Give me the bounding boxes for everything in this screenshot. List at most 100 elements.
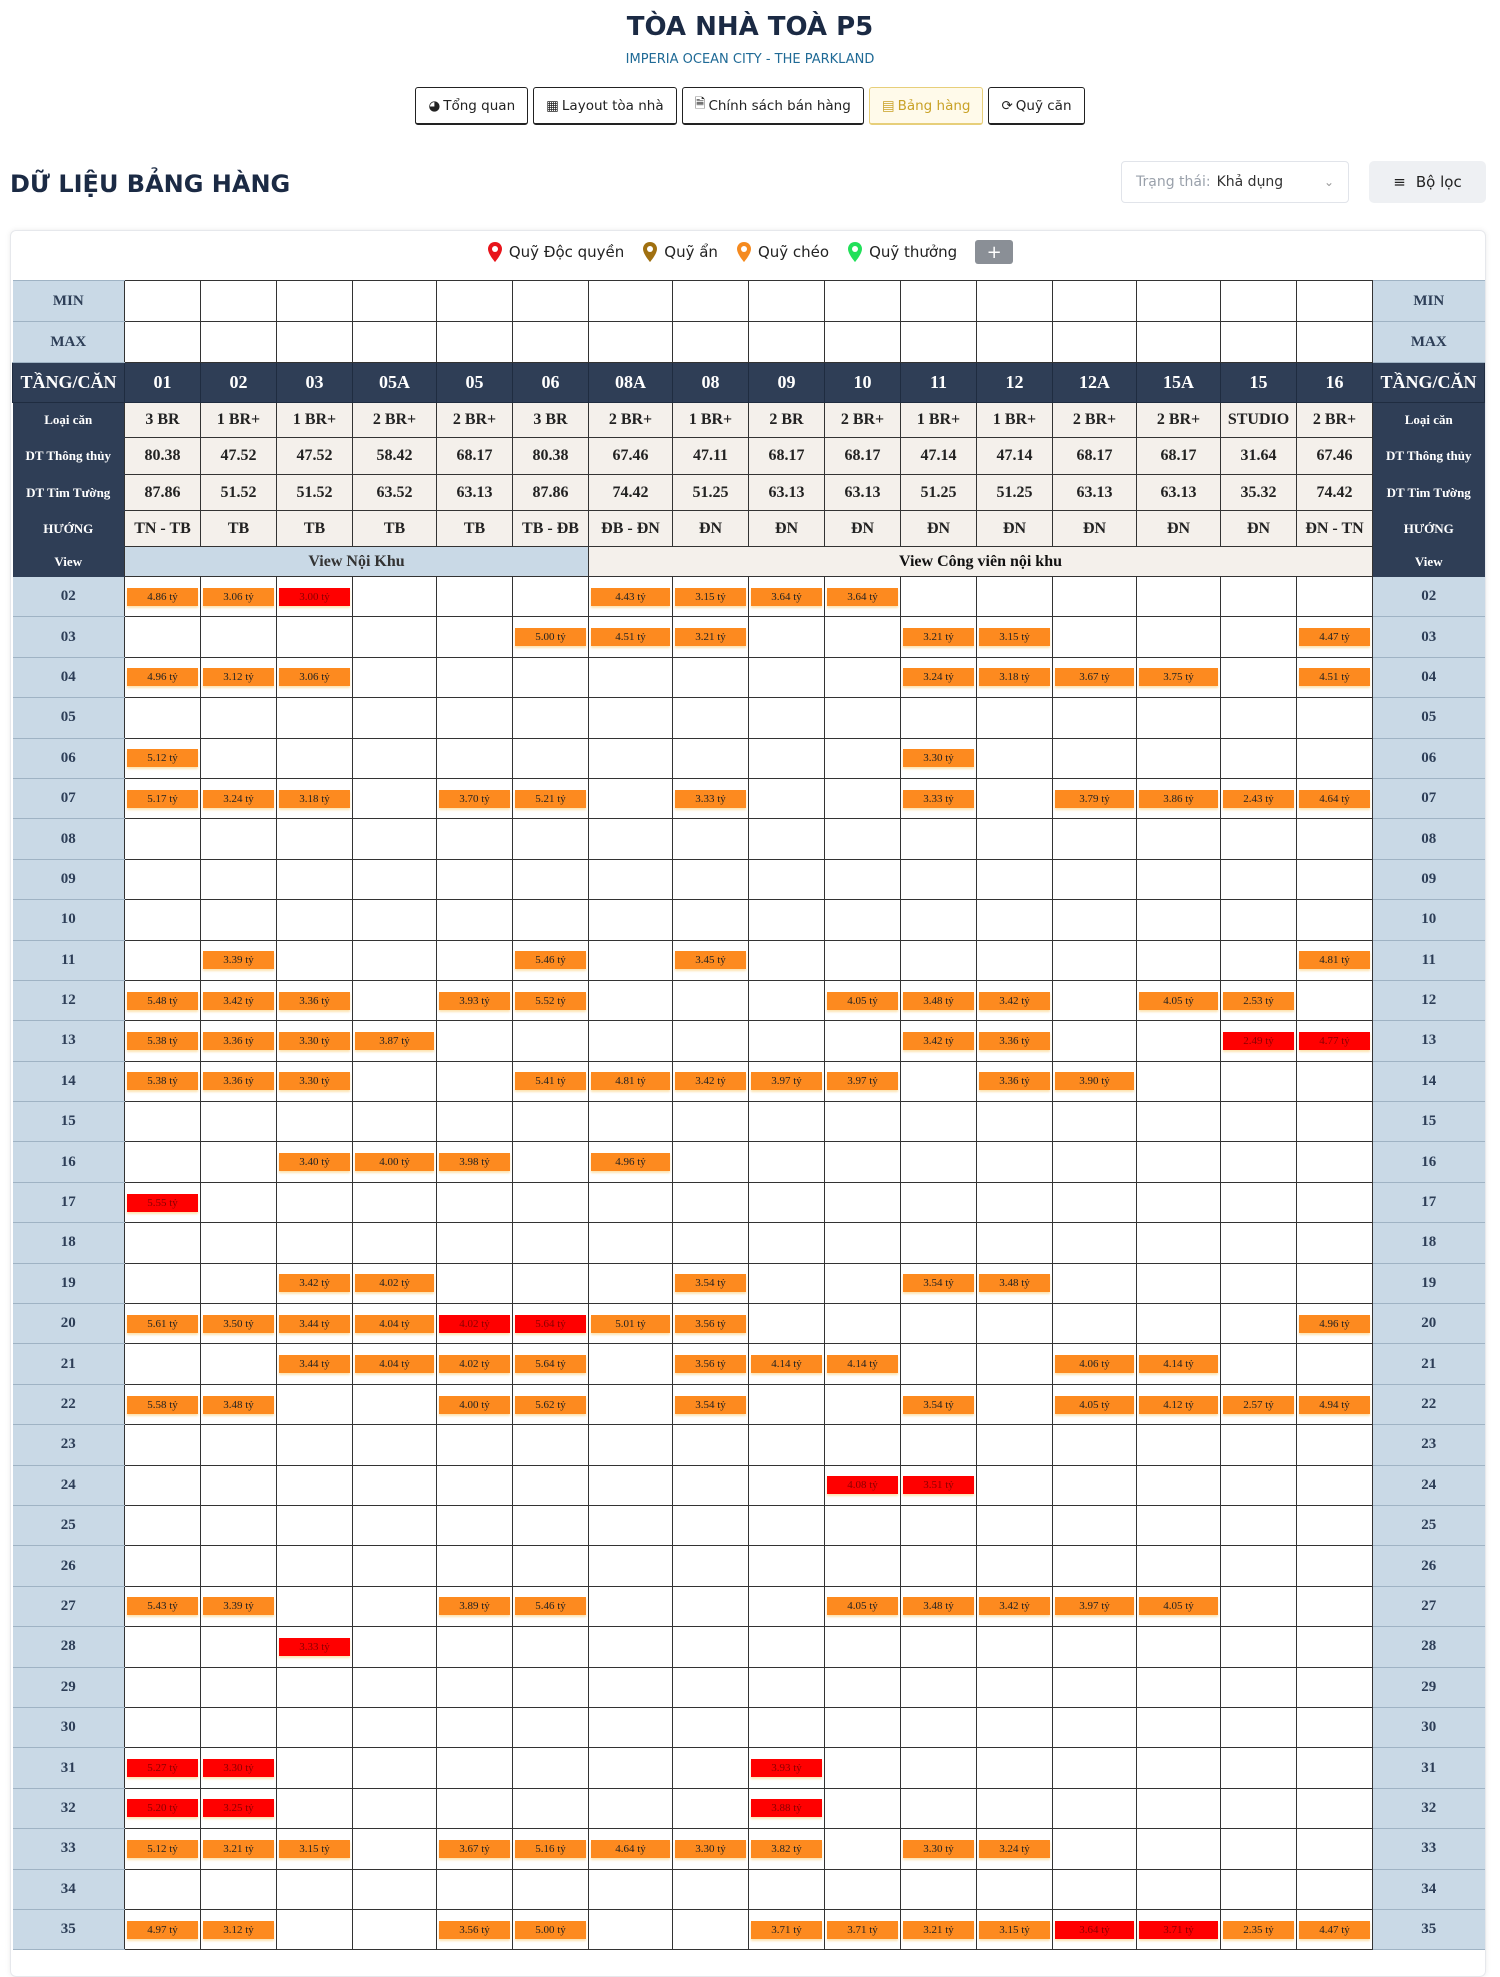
filter-cell[interactable]: [976, 321, 1053, 363]
price-badge[interactable]: 3.42 tỷ: [903, 1031, 974, 1050]
price-badge[interactable]: 3.00 tỷ: [279, 587, 350, 606]
unit-cell[interactable]: 3.40 tỷ: [276, 1141, 353, 1183]
price-badge[interactable]: 3.71 tỷ: [751, 1920, 822, 1939]
price-badge[interactable]: 5.01 tỷ: [591, 1314, 670, 1333]
unit-cell[interactable]: 3.71 tỷ: [748, 1908, 825, 1951]
price-badge[interactable]: 3.70 tỷ: [439, 789, 510, 808]
unit-cell[interactable]: 3.42 tỷ: [200, 979, 277, 1022]
unit-cell[interactable]: 4.04 tỷ: [352, 1303, 437, 1345]
filter-cell[interactable]: [900, 321, 977, 363]
filter-cell[interactable]: [200, 280, 277, 322]
unit-cell[interactable]: 5.62 tỷ: [512, 1383, 589, 1426]
unit-cell[interactable]: 3.44 tỷ: [276, 1303, 353, 1345]
unit-cell[interactable]: 4.02 tỷ: [352, 1262, 437, 1305]
price-badge[interactable]: 5.00 tỷ: [515, 628, 586, 647]
tab-1[interactable]: ▦ Layout tòa nhà: [533, 87, 677, 125]
unit-cell[interactable]: 4.77 tỷ: [1296, 1020, 1373, 1062]
unit-cell[interactable]: 5.64 tỷ: [512, 1343, 589, 1385]
price-badge[interactable]: 3.56 tỷ: [439, 1920, 510, 1939]
price-badge[interactable]: 4.94 tỷ: [1299, 1395, 1370, 1414]
price-badge[interactable]: 3.79 tỷ: [1055, 789, 1134, 808]
price-badge[interactable]: 3.44 tỷ: [279, 1355, 350, 1374]
price-badge[interactable]: 3.40 tỷ: [279, 1153, 350, 1172]
price-badge[interactable]: 4.51 tỷ: [1299, 668, 1370, 687]
unit-cell[interactable]: 3.75 tỷ: [1136, 656, 1221, 699]
unit-cell[interactable]: 4.12 tỷ: [1136, 1383, 1221, 1426]
unit-cell[interactable]: 4.06 tỷ: [1052, 1343, 1137, 1385]
filter-cell[interactable]: [976, 280, 1053, 322]
price-badge[interactable]: 5.52 tỷ: [515, 991, 586, 1010]
price-badge[interactable]: 3.06 tỷ: [279, 668, 350, 687]
tab-3[interactable]: ▤ Bảng hàng: [868, 87, 984, 125]
price-badge[interactable]: 2.57 tỷ: [1223, 1395, 1294, 1414]
unit-cell[interactable]: 5.27 tỷ: [124, 1747, 201, 1789]
price-badge[interactable]: 3.18 tỷ: [279, 789, 350, 808]
price-badge[interactable]: 5.17 tỷ: [127, 789, 198, 808]
price-badge[interactable]: 3.56 tỷ: [675, 1314, 746, 1333]
unit-cell[interactable]: 3.54 tỷ: [672, 1262, 749, 1305]
unit-cell[interactable]: 3.50 tỷ: [200, 1303, 277, 1345]
unit-cell[interactable]: 3.21 tỷ: [672, 616, 749, 658]
price-badge[interactable]: 3.64 tỷ: [751, 587, 822, 606]
filter-cell[interactable]: [1220, 321, 1297, 363]
filter-cell[interactable]: [124, 321, 201, 363]
price-badge[interactable]: 3.42 tỷ: [979, 1597, 1050, 1616]
unit-cell[interactable]: 3.67 tỷ: [436, 1828, 513, 1870]
unit-cell[interactable]: 3.97 tỷ: [1052, 1585, 1137, 1628]
unit-cell[interactable]: 5.17 tỷ: [124, 777, 201, 820]
price-badge[interactable]: 3.48 tỷ: [903, 991, 974, 1010]
price-badge[interactable]: 3.48 tỷ: [903, 1597, 974, 1616]
unit-cell[interactable]: 3.15 tỷ: [976, 1908, 1053, 1951]
price-badge[interactable]: 4.64 tỷ: [591, 1839, 670, 1858]
price-badge[interactable]: 5.27 tỷ: [127, 1759, 198, 1778]
unit-cell[interactable]: 3.56 tỷ: [436, 1908, 513, 1951]
price-badge[interactable]: 3.87 tỷ: [355, 1031, 434, 1050]
filter-cell[interactable]: [1052, 321, 1137, 363]
price-badge[interactable]: 4.43 tỷ: [591, 587, 670, 606]
price-badge[interactable]: 4.81 tỷ: [591, 1072, 670, 1091]
price-badge[interactable]: 4.05 tỷ: [1139, 1597, 1218, 1616]
filter-cell[interactable]: [276, 321, 353, 363]
add-legend-button[interactable]: +: [975, 240, 1014, 264]
unit-cell[interactable]: 5.38 tỷ: [124, 1060, 201, 1103]
price-badge[interactable]: 3.64 tỷ: [1055, 1920, 1134, 1939]
price-badge[interactable]: 5.20 tỷ: [127, 1799, 198, 1818]
price-badge[interactable]: 3.42 tỷ: [279, 1274, 350, 1293]
unit-cell[interactable]: 3.88 tỷ: [748, 1787, 825, 1830]
price-badge[interactable]: 3.48 tỷ: [979, 1274, 1050, 1293]
filter-cell[interactable]: [1296, 321, 1373, 363]
filter-cell[interactable]: [436, 321, 513, 363]
legend-item[interactable]: Quỹ Độc quyền: [487, 241, 624, 263]
unit-cell[interactable]: 4.05 tỷ: [1136, 979, 1221, 1022]
unit-cell[interactable]: 3.42 tỷ: [900, 1020, 977, 1062]
filter-cell[interactable]: [824, 280, 901, 322]
unit-cell[interactable]: 3.12 tỷ: [200, 656, 277, 699]
unit-cell[interactable]: 3.42 tỷ: [276, 1262, 353, 1305]
unit-cell[interactable]: 4.81 tỷ: [1296, 939, 1373, 981]
price-badge[interactable]: 5.00 tỷ: [515, 1920, 586, 1939]
unit-cell[interactable]: 3.70 tỷ: [436, 777, 513, 820]
price-badge[interactable]: 4.05 tỷ: [827, 1597, 898, 1616]
price-badge[interactable]: 3.15 tỷ: [675, 587, 746, 606]
price-badge[interactable]: 3.98 tỷ: [439, 1153, 510, 1172]
unit-cell[interactable]: 4.81 tỷ: [588, 1060, 673, 1103]
unit-cell[interactable]: 4.04 tỷ: [352, 1343, 437, 1385]
unit-cell[interactable]: 4.51 tỷ: [1296, 656, 1373, 699]
filter-cell[interactable]: [824, 321, 901, 363]
unit-cell[interactable]: 2.43 tỷ: [1220, 777, 1297, 820]
unit-cell[interactable]: 3.98 tỷ: [436, 1141, 513, 1183]
price-badge[interactable]: 4.14 tỷ: [827, 1355, 898, 1374]
price-badge[interactable]: 3.15 tỷ: [979, 1920, 1050, 1939]
unit-cell[interactable]: 3.67 tỷ: [1052, 656, 1137, 699]
tab-0[interactable]: ◕ Tổng quan: [415, 87, 529, 125]
unit-cell[interactable]: 2.35 tỷ: [1220, 1908, 1297, 1951]
price-badge[interactable]: 3.71 tỷ: [827, 1920, 898, 1939]
unit-cell[interactable]: 3.00 tỷ: [276, 575, 353, 618]
price-badge[interactable]: 4.81 tỷ: [1299, 951, 1370, 970]
unit-cell[interactable]: 3.90 tỷ: [1052, 1060, 1137, 1103]
unit-cell[interactable]: 3.48 tỷ: [200, 1383, 277, 1426]
price-badge[interactable]: 3.93 tỷ: [439, 991, 510, 1010]
unit-cell[interactable]: 3.33 tỷ: [672, 777, 749, 820]
price-badge[interactable]: 2.43 tỷ: [1223, 789, 1294, 808]
legend-item[interactable]: Quỹ chéo: [736, 241, 829, 263]
